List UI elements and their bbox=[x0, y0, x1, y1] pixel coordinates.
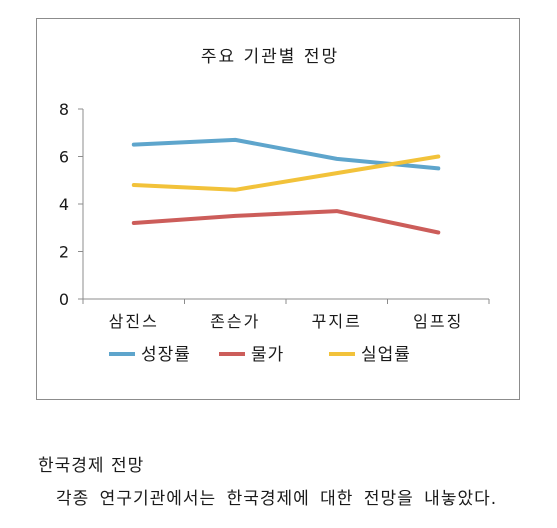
series-line-1 bbox=[131, 209, 441, 235]
series-lines bbox=[131, 137, 441, 235]
series-line-2 bbox=[131, 154, 441, 192]
line-chart: 주요 기관별 전망 0 2 4 6 8 삼진스 존슨가 꾸지르 임프징 성장률 물가 실업률 bbox=[59, 47, 490, 365]
x-tick-label: 존슨가 bbox=[210, 312, 260, 331]
section-heading: 한국경제 전망 bbox=[38, 456, 145, 476]
legend-label-2: 실업률 bbox=[361, 345, 411, 365]
chart-frame: 주요 기관별 전망 0 2 4 6 8 삼진스 존슨가 꾸지르 임프징 성장률 물가 실업률 bbox=[36, 18, 520, 400]
y-tick-label: 6 bbox=[59, 148, 69, 167]
body-paragraph: 각종 연구기관에서는 한국경제에 대한 전망을 내놓았다. bbox=[56, 489, 498, 509]
chart-title: 주요 기관별 전망 bbox=[201, 47, 339, 67]
legend: 성장률 물가 실업률 bbox=[109, 345, 411, 365]
y-tick-label: 4 bbox=[59, 195, 69, 214]
axes: 0 2 4 6 8 삼진스 존슨가 꾸지르 임프징 bbox=[59, 100, 490, 331]
legend-label-0: 성장률 bbox=[141, 345, 191, 365]
y-tick-label: 8 bbox=[59, 100, 69, 119]
y-tick-label: 2 bbox=[59, 243, 69, 262]
x-tick-label: 임프징 bbox=[413, 312, 463, 331]
x-tick-label: 꾸지르 bbox=[312, 312, 362, 331]
y-tick-label: 0 bbox=[59, 290, 69, 309]
x-tick-label: 삼진스 bbox=[109, 312, 159, 331]
legend-label-1: 물가 bbox=[251, 345, 284, 365]
